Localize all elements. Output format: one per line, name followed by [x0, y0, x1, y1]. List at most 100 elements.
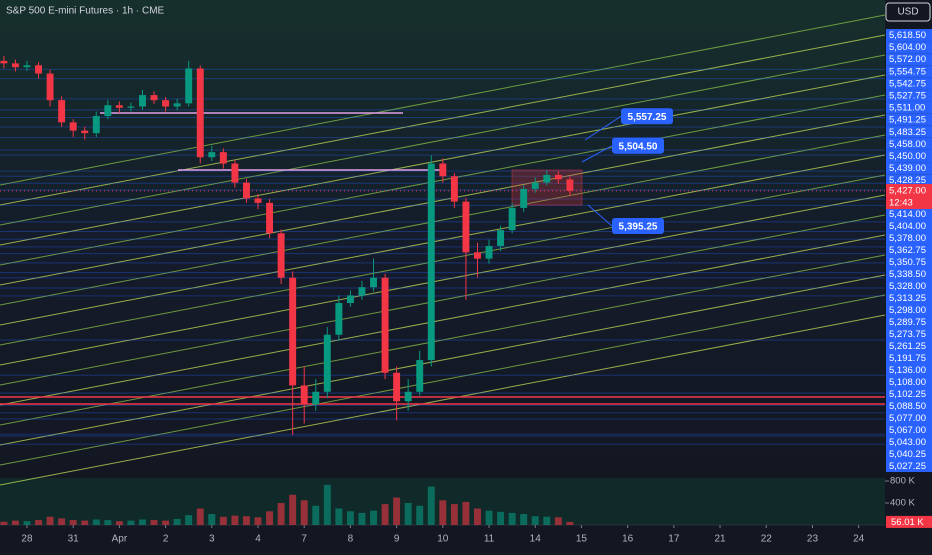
price-label: 5,450.00: [889, 151, 926, 162]
price-pane: [0, 0, 885, 478]
channel-line: [0, 174, 886, 346]
price-label: 5,273.75: [889, 329, 926, 340]
price-label-box: [886, 364, 932, 376]
candle-body: [104, 105, 112, 117]
price-label-box: [886, 400, 932, 412]
x-tick-label: 10: [437, 534, 449, 545]
candle-body: [462, 201, 470, 253]
price-label: 5,439.00: [889, 163, 926, 174]
annotation-label: 5,504.50: [619, 141, 658, 152]
price-label-box: [886, 41, 932, 54]
volume-bar: [185, 515, 193, 525]
price-label: 5,511.00: [889, 103, 925, 114]
x-tick-label: 7: [301, 534, 307, 545]
price-label: 5,572.00: [889, 54, 926, 65]
axes: 5,557.25 5,504.50 5,395.25 5,618.505,604.00…: [21, 29, 932, 545]
volume-bar: [139, 519, 146, 525]
volume-bar: [323, 484, 331, 525]
channel-line: [0, 194, 886, 366]
price-label: 5,191.75: [889, 353, 926, 364]
candle-body: [242, 182, 250, 199]
x-tick-label: 22: [761, 534, 773, 545]
price-label-box: [886, 53, 932, 66]
candle-body: [416, 360, 424, 392]
price-label: 5,428.25: [889, 175, 926, 186]
price-label-box: [886, 268, 932, 280]
price-label-box: [886, 174, 932, 187]
volume-tick-label: 800 K: [890, 476, 915, 487]
price-label-box: [886, 328, 932, 340]
x-tick-label: 3: [209, 534, 215, 545]
annotation-arrow: [581, 145, 613, 163]
price-label: 5,338.50: [889, 269, 926, 280]
annotation-arrow: [587, 204, 613, 227]
volume-bar: [242, 516, 250, 525]
candle-body: [566, 179, 574, 191]
channel-line: [0, 14, 886, 186]
candle-body: [35, 65, 42, 74]
price-label: 5,328.00: [889, 281, 926, 292]
volume-bar: [104, 520, 112, 525]
price-label: 5,350.75: [889, 257, 926, 268]
annotation-label: 5,395.25: [619, 222, 658, 233]
candle-body: [173, 103, 181, 107]
volume-bar: [474, 508, 481, 525]
price-label: 5,527.75: [889, 91, 926, 102]
currency[interactable]: USD: [897, 7, 918, 18]
currency-box[interactable]: [885, 2, 931, 22]
price-label: 5,491.25: [889, 115, 926, 126]
candle-body: [150, 95, 158, 101]
volume-bar: [254, 517, 262, 525]
volume-bar: [554, 517, 562, 525]
candle-body: [474, 252, 481, 259]
volume-bar: [300, 500, 308, 525]
channel-line: [0, 294, 886, 466]
candle-body: [139, 95, 146, 107]
last-volume-label: 56.01 K: [891, 517, 924, 528]
price-label: 5,067.00: [889, 425, 926, 436]
volume-bar: [520, 514, 528, 525]
price-label: 5,604.00: [889, 42, 926, 53]
candle-body: [427, 163, 435, 361]
annotation-label: 5,557.25: [628, 112, 667, 123]
price-label-box: [886, 376, 932, 388]
volume-bar: [566, 521, 574, 525]
candle-body: [312, 391, 320, 405]
candle-body: [81, 130, 89, 134]
price-label: 5,554.75: [889, 66, 926, 77]
chart-title: S&P 500 E-mini Futures · 1h · CME: [6, 6, 165, 17]
volume-bar: [23, 521, 31, 525]
price-label-box: [886, 460, 932, 472]
price-label-box: [886, 220, 932, 232]
candle-body: [531, 182, 539, 189]
volume-bar: [208, 514, 216, 525]
price-label: 5,108.00: [889, 377, 926, 388]
price-label-box: [886, 244, 932, 256]
candle-body: [520, 188, 528, 208]
candle-body: [162, 100, 170, 107]
candle-body: [335, 303, 343, 335]
price-label: 5,088.50: [889, 401, 926, 412]
volume-bar: [462, 501, 470, 525]
candle-body: [358, 287, 366, 296]
last-price-box: [886, 184, 932, 209]
candle-body: [0, 60, 8, 64]
price-label-box: [886, 125, 932, 138]
volume-bar: [531, 516, 539, 525]
volume-bar: [266, 511, 274, 525]
volume-bar: [289, 494, 297, 525]
volume-bar: [497, 511, 505, 525]
volume-bar: [508, 512, 516, 525]
candle-body: [11, 63, 19, 68]
candle-body: [58, 100, 66, 123]
candle-body: [115, 105, 123, 108]
x-tick-label: 28: [21, 534, 33, 545]
volume-bar: [81, 520, 89, 525]
candle-body: [23, 65, 31, 68]
channel-line: [0, 154, 886, 326]
price-label-box: [886, 316, 932, 328]
volume-bar: [277, 503, 285, 525]
price-label-box: [886, 150, 932, 162]
